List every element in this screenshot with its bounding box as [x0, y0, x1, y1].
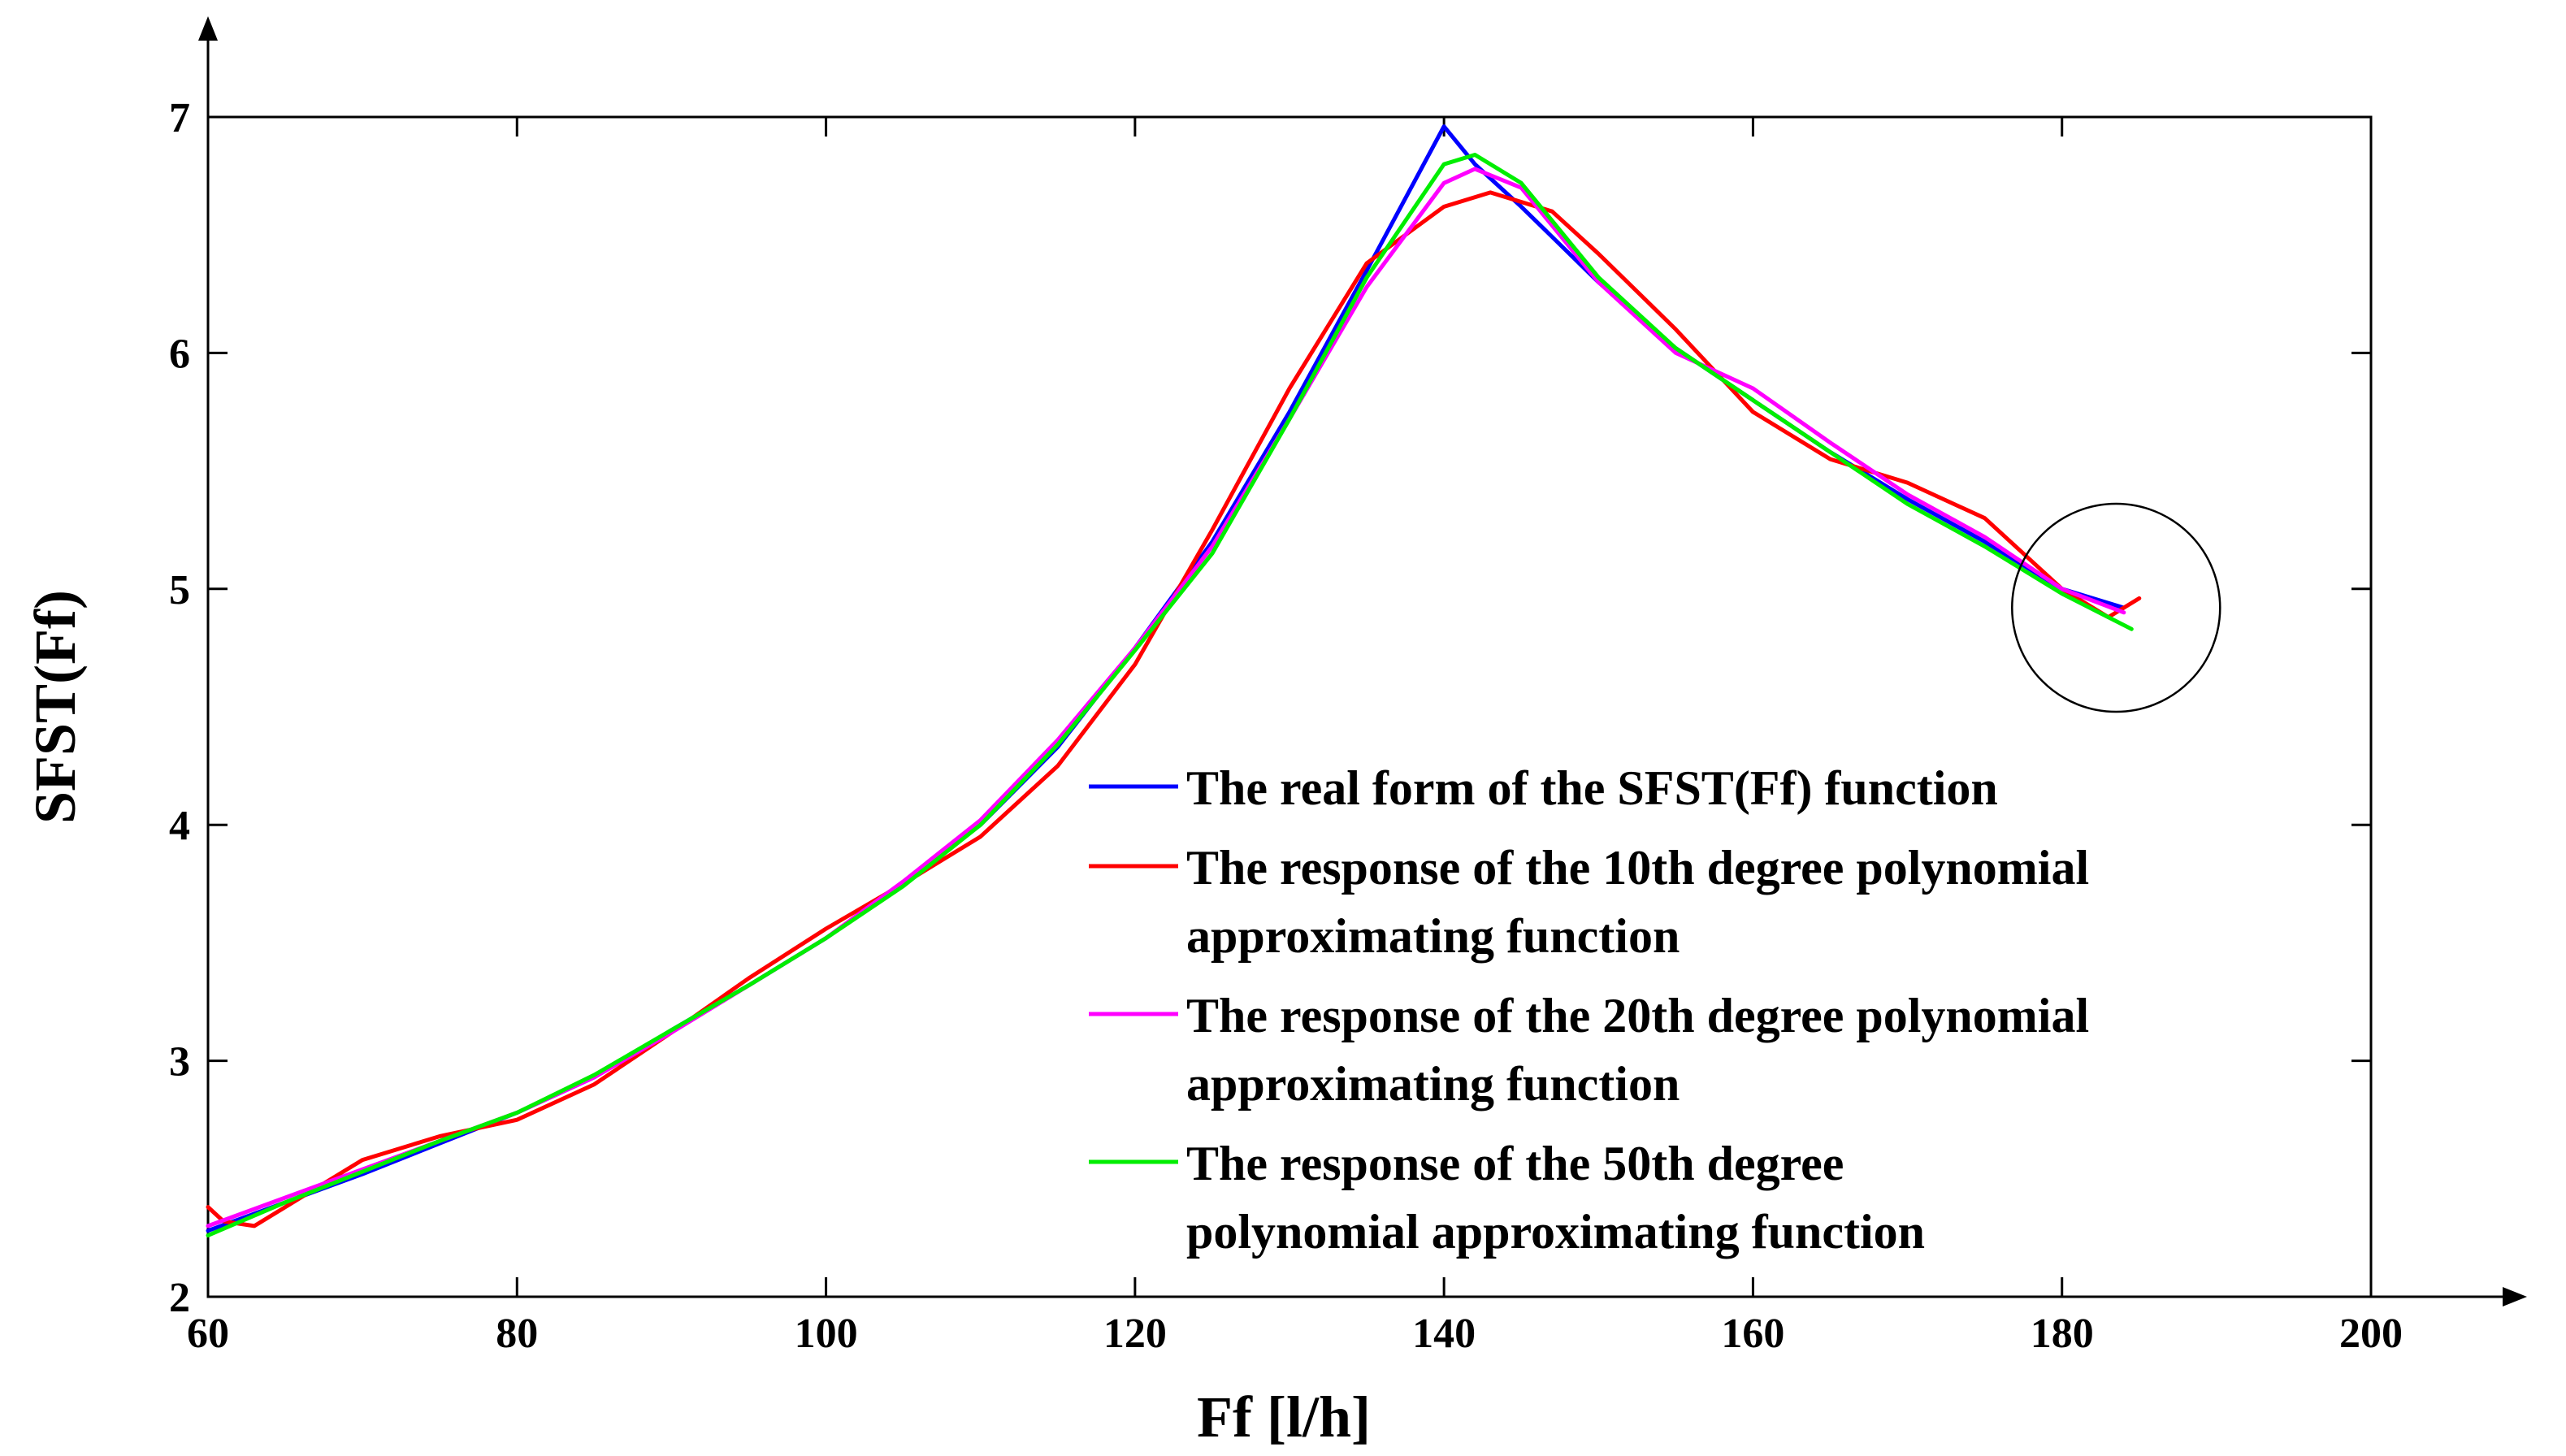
y-axis-arrowhead	[198, 16, 218, 41]
x-tick-label: 180	[2031, 1311, 2094, 1357]
legend-label-2: The response of the 10th degree polynomi…	[1186, 841, 2089, 895]
series-line-2	[206, 190, 2142, 1228]
x-tick-label: 140	[1412, 1311, 1476, 1357]
annotations	[2011, 502, 2221, 713]
legend-label-4: polynomial approximating function	[1186, 1205, 1925, 1259]
x-tick-label: 120	[1103, 1311, 1167, 1357]
series-line-1	[206, 124, 2126, 1233]
ticks	[208, 117, 2371, 1297]
y-axis-title: SFST(Ff)	[23, 590, 88, 824]
legend: The real form of the SFST(Ff) function Th…	[1089, 761, 2089, 1259]
legend-label-3: The response of the 20th degree polynomi…	[1186, 989, 2089, 1042]
x-tick-label: 80	[496, 1311, 538, 1357]
series-line-3	[206, 167, 2126, 1228]
y-tick-label: 6	[169, 331, 190, 377]
x-tick-label: 200	[2339, 1311, 2403, 1357]
y-tick-label: 3	[169, 1039, 190, 1086]
tick-labels: 60 80 100 120 140 160 180 200 2 3 4 5 6 7	[169, 95, 2403, 1357]
x-tick-label: 100	[795, 1311, 858, 1357]
plot-frame	[206, 115, 2373, 1298]
legend-label-1: The real form of the SFST(Ff) function	[1186, 761, 1998, 815]
x-axis-title: Ff [l/h]	[1197, 1384, 1371, 1450]
y-tick-label: 4	[169, 803, 190, 849]
legend-label-3: approximating function	[1186, 1057, 1680, 1111]
y-tick-label: 7	[169, 95, 190, 141]
x-tick-label: 160	[1721, 1311, 1784, 1357]
series-line-4	[206, 153, 2134, 1237]
y-tick-label: 2	[169, 1275, 190, 1321]
highlight-circle	[2011, 502, 2221, 713]
x-tick-label: 60	[187, 1311, 229, 1357]
y-tick-label: 5	[169, 567, 190, 613]
legend-label-4: The response of the 50th degree	[1186, 1137, 1844, 1190]
x-axis-arrowhead	[2503, 1287, 2527, 1306]
series-lines	[206, 124, 2142, 1237]
legend-label-2: approximating function	[1186, 909, 1680, 963]
